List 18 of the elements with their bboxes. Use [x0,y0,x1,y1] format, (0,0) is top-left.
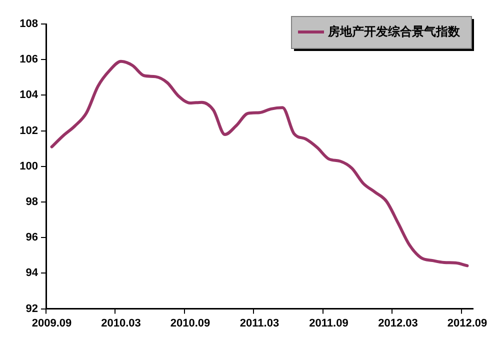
x-tick-label: 2010.09 [170,317,210,330]
y-tick-label: 108 [20,18,38,30]
y-tick-label: 94 [26,267,39,280]
x-tick-label: 2009.09 [32,317,72,330]
y-tick-label: 102 [20,124,38,137]
line-series [50,60,469,268]
y-tick-label: 100 [20,160,38,172]
x-tick-label: 2011.09 [309,317,348,330]
y-tick-label: 98 [26,196,38,208]
legend-label: 房地产开发综合景气指数 [327,24,461,38]
y-tick-label: 96 [26,232,38,244]
y-tick-label: 104 [20,89,39,102]
x-tick-label: 2012.09 [447,317,488,330]
x-tick-label: 2011.03 [240,317,280,330]
x-tick-label: 2012.03 [378,317,418,330]
x-tick-label: 2010.03 [101,317,141,330]
y-tick-label: 92 [26,302,38,315]
y-tick-label: 106 [20,54,38,66]
